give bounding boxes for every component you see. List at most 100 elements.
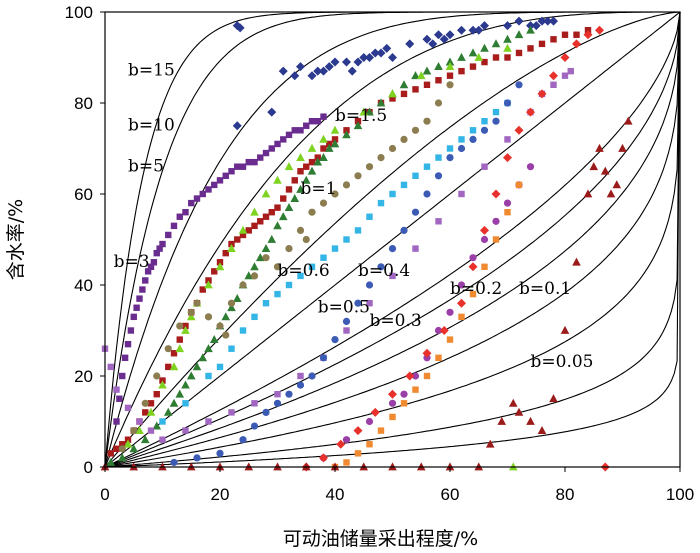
curve-b=0.4 xyxy=(104,11,681,468)
data-point xyxy=(153,391,160,398)
data-point xyxy=(514,16,524,26)
data-point xyxy=(262,408,270,416)
data-point xyxy=(389,272,396,280)
data-point xyxy=(129,444,139,453)
data-point xyxy=(503,99,512,107)
data-point xyxy=(280,195,287,202)
data-point xyxy=(468,48,478,57)
data-point xyxy=(377,427,385,434)
data-point xyxy=(503,153,512,163)
chart-curve-labels: b=15b=10b=5b=3b=1.5b=1b=0.6 b=0.4b=0.5b=0… xyxy=(114,61,594,372)
data-point xyxy=(474,25,484,35)
data-point xyxy=(123,439,133,448)
curve-b=0.6 xyxy=(104,11,681,468)
data-point xyxy=(492,217,500,225)
data-point xyxy=(121,354,129,361)
data-point xyxy=(366,300,373,307)
x-tick-label: 20 xyxy=(211,485,230,504)
data-point xyxy=(198,353,208,362)
data-point xyxy=(165,363,172,371)
data-point xyxy=(469,127,477,134)
data-point xyxy=(434,172,443,180)
data-point xyxy=(303,163,310,170)
data-point xyxy=(469,135,477,143)
data-point xyxy=(331,245,339,252)
data-point xyxy=(273,175,282,184)
data-point xyxy=(216,322,224,330)
y-tick-label: 20 xyxy=(74,367,93,386)
data-point xyxy=(319,453,328,463)
data-point xyxy=(382,43,392,53)
data-point xyxy=(239,281,247,289)
data-point xyxy=(136,295,143,302)
data-point xyxy=(445,57,455,66)
data-point xyxy=(353,426,363,436)
data-point xyxy=(257,154,264,161)
data-point xyxy=(268,145,275,152)
data-point xyxy=(423,117,431,125)
data-point xyxy=(319,66,328,76)
data-point xyxy=(457,144,466,153)
data-point xyxy=(222,331,230,339)
data-point xyxy=(163,407,173,416)
data-point xyxy=(480,126,489,134)
data-point xyxy=(297,272,304,280)
data-point xyxy=(458,313,465,321)
data-point xyxy=(584,27,592,34)
data-point xyxy=(492,54,500,61)
data-point xyxy=(147,263,155,270)
chart-points xyxy=(100,16,633,472)
data-point xyxy=(273,399,282,407)
data-point xyxy=(457,281,466,289)
data-point xyxy=(439,326,449,335)
data-point xyxy=(411,71,420,80)
data-point xyxy=(537,426,547,434)
curve-label: b=0.05 xyxy=(531,352,594,372)
data-point xyxy=(204,280,213,289)
data-point xyxy=(285,186,293,193)
data-point xyxy=(176,322,184,330)
data-point xyxy=(267,234,277,243)
data-point xyxy=(343,327,350,334)
data-point xyxy=(169,362,179,371)
data-point xyxy=(274,290,281,298)
data-point xyxy=(423,190,431,198)
data-point xyxy=(514,407,524,416)
data-point xyxy=(526,107,535,117)
data-point xyxy=(142,409,149,416)
data-point xyxy=(537,89,547,99)
data-point xyxy=(434,99,443,107)
data-point xyxy=(307,143,317,152)
data-point xyxy=(239,327,247,334)
data-point xyxy=(182,427,189,434)
data-point xyxy=(468,262,478,272)
data-point xyxy=(416,71,426,80)
curve-b=0.5 xyxy=(104,11,681,468)
series-5 xyxy=(118,81,454,453)
data-point xyxy=(133,304,140,311)
data-point xyxy=(457,52,466,61)
data-point xyxy=(193,299,201,307)
data-point xyxy=(354,450,362,457)
data-point xyxy=(278,212,288,221)
data-point xyxy=(411,126,420,134)
data-point xyxy=(188,199,195,207)
data-point xyxy=(377,263,385,271)
data-point xyxy=(147,400,155,407)
series-1 xyxy=(113,113,327,425)
data-point xyxy=(428,39,438,49)
curve-label: b=0.4 xyxy=(358,261,410,281)
data-point xyxy=(278,66,288,76)
data-point xyxy=(515,181,523,189)
data-point xyxy=(365,417,374,426)
data-point xyxy=(227,299,236,307)
series-8 xyxy=(170,81,523,467)
data-point xyxy=(135,426,144,434)
data-point xyxy=(228,345,235,352)
data-point xyxy=(261,244,271,252)
data-point xyxy=(239,163,247,170)
curve-label: b=1.5 xyxy=(335,106,387,126)
data-point xyxy=(221,312,231,321)
data-point xyxy=(446,81,454,89)
data-point xyxy=(164,345,172,353)
